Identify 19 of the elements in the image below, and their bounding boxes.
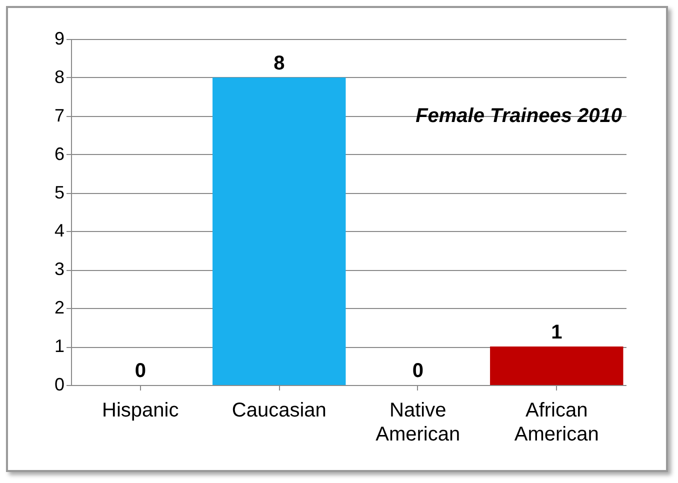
text: Female Trainees 2010 [416, 105, 622, 127]
data-label: 1 [551, 322, 562, 344]
y-tick-label: 0 [54, 374, 64, 394]
y-tick-label: 7 [54, 105, 64, 126]
x-tick-label: African American [514, 400, 599, 446]
data-label: 0 [412, 360, 424, 382]
y-tick-label: 6 [54, 144, 64, 164]
y-tick-label: 9 [54, 28, 64, 48]
data-label: 8 [274, 52, 285, 74]
y-tick-label: 1 [54, 336, 64, 356]
x-tick-label: Caucasian [232, 400, 326, 422]
y-tick-label: 5 [54, 182, 64, 202]
y-tick-label: 4 [54, 220, 64, 241]
y-tick-label: 2 [54, 298, 64, 318]
x-tick-label: Hispanic [102, 400, 179, 422]
y-tick-label: 3 [54, 259, 64, 280]
x-tick-label: Native American [376, 400, 460, 446]
data-label: 0 [134, 360, 146, 382]
y-tick-label: 8 [54, 66, 64, 87]
